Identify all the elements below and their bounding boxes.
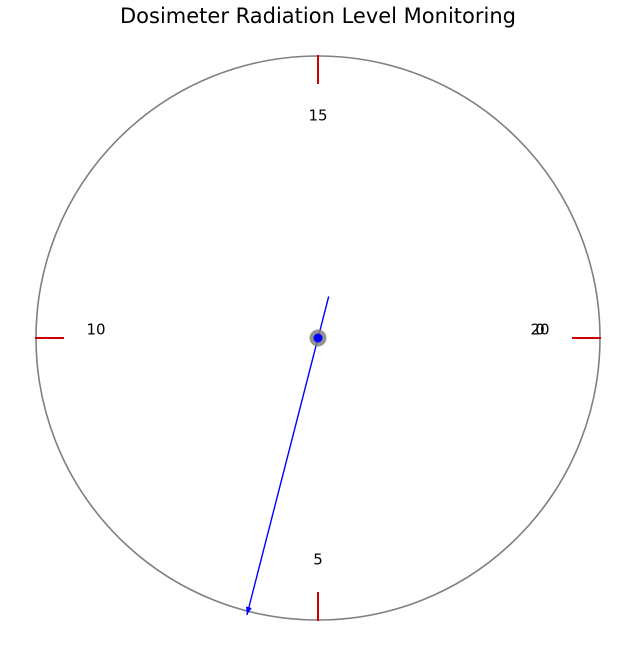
needle-line [246, 296, 330, 616]
chart-title: Dosimeter Radiation Level Monitoring [120, 4, 516, 28]
tick-label-0: 0 [535, 321, 545, 339]
ticks-group [35, 55, 601, 621]
tick-label-1: 5 [313, 551, 323, 569]
needle-group [246, 296, 330, 616]
tick-label-2: 10 [86, 321, 105, 339]
tick-labels-group: 0 5 10 15 20 [86, 107, 549, 569]
needle-hub-inner [313, 333, 323, 343]
needle-arrowhead [246, 606, 252, 615]
tick-label-4: 20 [530, 321, 549, 339]
tick-label-3: 15 [308, 107, 327, 125]
